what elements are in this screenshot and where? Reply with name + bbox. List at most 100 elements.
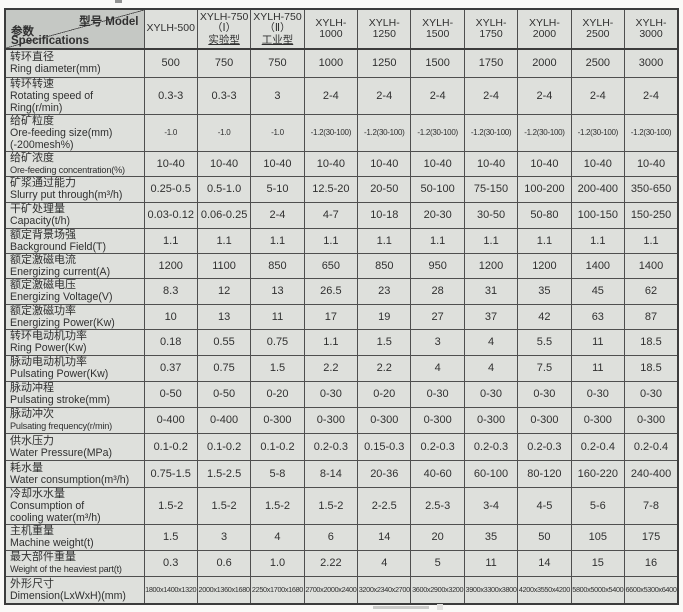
row-label-slurry-put-through: 矿浆通过能力 Slurry put through(m³/h) <box>4 175 145 203</box>
column-header-xylh-1750: XYLH-1750 <box>463 8 519 50</box>
cell-energizing-current: 1400 <box>624 252 679 279</box>
row-label-line: 转环直径 <box>10 51 54 64</box>
cell-rotating-speed: 3 <box>250 76 305 115</box>
cell-energizing-current: 650 <box>303 252 359 279</box>
cell-heaviest-part-weight: 16 <box>624 549 679 577</box>
row-label-ore-feeding-concentration: 给矿浓度 Ore-feeding concentration(%) <box>4 150 145 177</box>
cell-pulsating-frequency: 0-400 <box>196 406 252 434</box>
cell-ring-diameter: 3000 <box>624 48 679 78</box>
column-header-line: （Ⅱ） <box>264 22 291 35</box>
cell-slurry-put-through: 75-150 <box>463 175 519 203</box>
cell-rotating-speed: 2-4 <box>303 76 359 115</box>
cell-water-consumption: 1.5-2.5 <box>196 459 252 488</box>
row-label-energizing-current: 额定激磁电流 Energizing current(A) <box>4 252 145 279</box>
cell-energizing-voltage: 28 <box>410 277 465 305</box>
cell-energizing-current: 1400 <box>570 252 626 279</box>
table-row-ring-diameter: 转环直径 Ring diameter(mm) 500 750 750 1000 1250 15… <box>4 48 679 78</box>
cell-pulsating-frequency: 0-300 <box>624 406 679 434</box>
cell-ore-feeding-concentration: 10-40 <box>624 150 679 177</box>
cell-ring-diameter: 1750 <box>463 48 519 78</box>
row-label-line: Water consumption(m³/h) <box>10 473 130 486</box>
cell-pulsating-power: 2.2 <box>303 354 359 382</box>
table-row-water-consumption: 耗水量 Water consumption(m³/h) 0.75-1.5 1.5-2.… <box>4 459 679 488</box>
cell-ring-diameter: 750 <box>196 48 252 78</box>
corner-model-label: 型号 Model <box>79 16 139 28</box>
cell-ore-feeding-size: -1.2(30-100) <box>624 113 679 152</box>
cell-energizing-current: 950 <box>410 252 465 279</box>
corner-specs-label-zh: 参数 <box>11 26 34 38</box>
cell-machine-weight: 175 <box>624 523 679 551</box>
cropped-text-artifact-top <box>115 0 122 3</box>
row-label-line: Water Pressure(MPa) <box>10 446 113 459</box>
row-label-line: 供水压力 <box>10 434 54 447</box>
cell-pulsating-power: 0.75 <box>196 354 252 382</box>
column-header-xylh-1500: XYLH-1500 <box>410 8 465 50</box>
cell-ore-feeding-concentration: 10-40 <box>570 150 626 177</box>
cell-pulsating-stroke: 0-30 <box>517 380 572 408</box>
row-label-line: 给矿浓度 <box>10 151 54 164</box>
cell-energizing-power: 37 <box>463 303 519 330</box>
cell-cooling-water: 4-5 <box>517 486 572 525</box>
cell-dimension: 3600x2900x3200 <box>410 575 465 605</box>
row-label-heaviest-part-weight: 最大部件重量 Weight of the heaviest part(t) <box>4 549 145 577</box>
table-row-cooling-water: 冷却水水量 Consumption of cooling water(m³/h) 1.… <box>4 486 679 525</box>
cell-cooling-water: 7-8 <box>624 486 679 525</box>
cell-pulsating-stroke: 0-30 <box>570 380 626 408</box>
cell-ring-power: 18.5 <box>624 328 679 356</box>
cell-ring-diameter: 1500 <box>410 48 465 78</box>
cell-slurry-put-through: 12.5-20 <box>303 175 359 203</box>
row-label-line: Consumption of <box>10 499 85 512</box>
table-row-ore-feeding-size: 给矿粒度 Ore-feeding size(mm) (-200mesh%) -1.0-… <box>4 113 679 152</box>
table-row-ring-power: 转环电动机功率 Ring Power(Kw) 0.18 0.55 0.75 1.1 1.5 3… <box>4 328 679 356</box>
table-row-energizing-power: 额定激磁功率 Energizing Power(Kw) 10 13 11 17 19 27 37… <box>4 303 679 330</box>
cell-energizing-current: 850 <box>357 252 412 279</box>
cell-ring-diameter: 500 <box>143 48 198 78</box>
cell-water-pressure: 0.15-0.3 <box>357 432 412 461</box>
cell-background-field: 1.1 <box>250 227 305 254</box>
cell-pulsating-frequency: 0-300 <box>357 406 412 434</box>
row-label-line: 脉动电动机功率 <box>10 356 87 368</box>
cell-dimension: 5800x5000x5400 <box>570 575 626 605</box>
cell-energizing-power: 87 <box>624 303 679 330</box>
row-label-line: 额定激磁功率 <box>10 304 76 317</box>
cell-ring-power: 4 <box>463 328 519 356</box>
row-label-line: Rotating speed of <box>10 89 94 102</box>
cell-pulsating-frequency: 0-400 <box>143 406 198 434</box>
cell-heaviest-part-weight: 4 <box>357 549 412 577</box>
cell-water-pressure: 0.2-0.4 <box>570 432 626 461</box>
row-label-line: Energizing Power(Kw) <box>10 316 115 329</box>
cell-machine-weight: 3 <box>196 523 252 551</box>
cell-slurry-put-through: 200-400 <box>570 175 626 203</box>
row-label-line: 主机重量 <box>10 525 54 537</box>
cell-water-consumption: 240-400 <box>624 459 679 488</box>
cell-energizing-power: 19 <box>357 303 412 330</box>
cell-dimension: 2250x1700x1680 <box>250 575 305 605</box>
cell-pulsating-frequency: 0-300 <box>463 406 519 434</box>
table-row-heaviest-part-weight: 最大部件重量 Weight of the heaviest part(t) 0.3 0… <box>4 549 679 577</box>
table-row-pulsating-power: 脉动电动机功率 Pulsating Power(Kw) 0.37 0.75 1.5 2.2… <box>4 354 679 382</box>
cell-ore-feeding-concentration: 10-40 <box>357 150 412 177</box>
table-row-capacity: 干矿处理量 Capacity(t/h) 0.03-0.12 0.06-0.25 2-4 4… <box>4 201 679 229</box>
cell-energizing-voltage: 35 <box>517 277 572 305</box>
cell-water-consumption: 60-100 <box>463 459 519 488</box>
cell-water-consumption: 160-220 <box>570 459 626 488</box>
row-label-line: Pulsating frequency(r/min) <box>10 421 113 431</box>
cell-ring-diameter: 2500 <box>570 48 626 78</box>
cell-pulsating-power: 4 <box>410 354 465 382</box>
cell-pulsating-power: 4 <box>463 354 519 382</box>
cell-water-pressure: 0.2-0.4 <box>624 432 679 461</box>
cell-ore-feeding-size: -1.2(30-100) <box>463 113 519 152</box>
row-label-line: 脉动冲次 <box>10 408 54 420</box>
cell-ore-feeding-concentration: 10-40 <box>196 150 252 177</box>
row-label-line: 耗水量 <box>10 461 43 474</box>
cell-ring-power: 1.5 <box>357 328 412 356</box>
cell-capacity: 4-7 <box>303 201 359 229</box>
cell-energizing-power: 63 <box>570 303 626 330</box>
cell-energizing-voltage: 26.5 <box>303 277 359 305</box>
cell-dimension: 6600x5300x6400 <box>624 575 679 605</box>
cell-machine-weight: 50 <box>517 523 572 551</box>
cell-water-pressure: 0.1-0.2 <box>250 432 305 461</box>
cell-ring-diameter: 2000 <box>517 48 572 78</box>
cell-rotating-speed: 2-4 <box>410 76 465 115</box>
